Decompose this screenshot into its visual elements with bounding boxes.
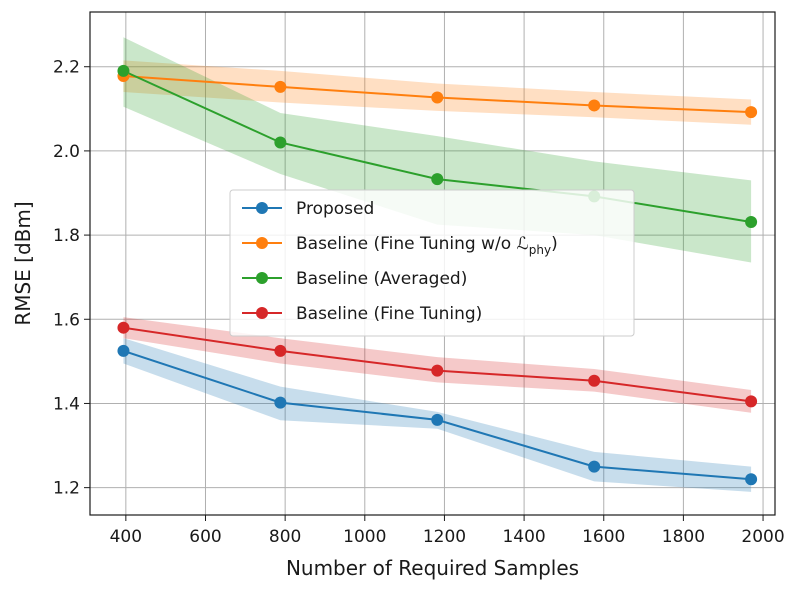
legend-box — [229, 189, 635, 337]
legend-marker-baseline-fine-tuning — [256, 307, 268, 319]
x-tick-label: 1800 — [662, 527, 705, 547]
x-axis-label: Number of Required Samples — [286, 556, 579, 580]
axis-ticks: 400 600 800 1000 1200 1400 1600 1800 2000 1.2 1.4 1… — [53, 58, 785, 547]
legend-marker-baseline-fine-tuning-w-o-phy — [256, 237, 268, 249]
x-tick-label: 2000 — [741, 527, 784, 547]
x-tick-label: 1400 — [502, 527, 545, 547]
x-tick-label: 400 — [110, 527, 142, 547]
x-tick-label: 1000 — [343, 527, 386, 547]
x-tick-label: 600 — [189, 527, 221, 547]
y-tick-label: 1.8 — [53, 226, 80, 246]
y-tick-label: 2.2 — [53, 58, 80, 78]
legend-label-baseline-fine-tuning: Baseline (Fine Tuning) — [296, 304, 482, 324]
baseline-averaged-point — [745, 216, 758, 229]
baseline-fine-tuning-point — [431, 364, 444, 377]
baseline-fine-tuning-w-o-phy-point — [431, 91, 444, 104]
legend-label-baseline-fine-tuning-w-o-phy: Baseline (Fine Tuning w/o ℒphy) — [296, 234, 558, 257]
baseline-fine-tuning-point — [745, 395, 758, 408]
baseline-fine-tuning-point — [588, 374, 601, 387]
baseline-averaged-point — [117, 64, 130, 77]
x-tick-label: 1600 — [582, 527, 625, 547]
y-tick-label: 2.0 — [53, 142, 80, 162]
baseline-fine-tuning-w-o-phy-point — [588, 99, 601, 112]
baseline-averaged-point — [274, 136, 287, 149]
legend-label-proposed: Proposed — [296, 199, 374, 219]
proposed-point — [745, 473, 758, 486]
legend-items: Proposed Baseline (Fine Tuning w/o ℒphy) B… — [242, 199, 558, 324]
plot-frame — [89, 11, 776, 516]
legend-marker-baseline-averaged — [256, 272, 268, 284]
x-tick-label: 800 — [269, 527, 301, 547]
baseline-fine-tuning-point — [117, 321, 130, 334]
baseline-fine-tuning-point — [274, 344, 287, 357]
proposed-point — [431, 413, 444, 426]
legend-marker-proposed — [256, 202, 268, 214]
legend: Proposed Baseline (Fine Tuning w/o ℒphy) B… — [229, 189, 635, 337]
baseline-fine-tuning-w-o-phy-point — [274, 80, 287, 93]
legend-label-baseline-averaged: Baseline (Averaged) — [296, 269, 467, 289]
y-tick-label: 1.4 — [53, 394, 80, 414]
proposed-point — [588, 460, 601, 473]
y-tick-label: 1.6 — [53, 310, 80, 330]
x-tick-label: 1200 — [423, 527, 466, 547]
baseline-averaged-point — [431, 173, 444, 186]
proposed-point — [274, 396, 287, 409]
proposed-point — [117, 344, 130, 357]
y-tick-label: 1.2 — [53, 479, 80, 499]
y-axis-label: RMSE [dBm] — [11, 201, 35, 325]
baseline-fine-tuning-w-o-phy-point — [745, 106, 758, 119]
